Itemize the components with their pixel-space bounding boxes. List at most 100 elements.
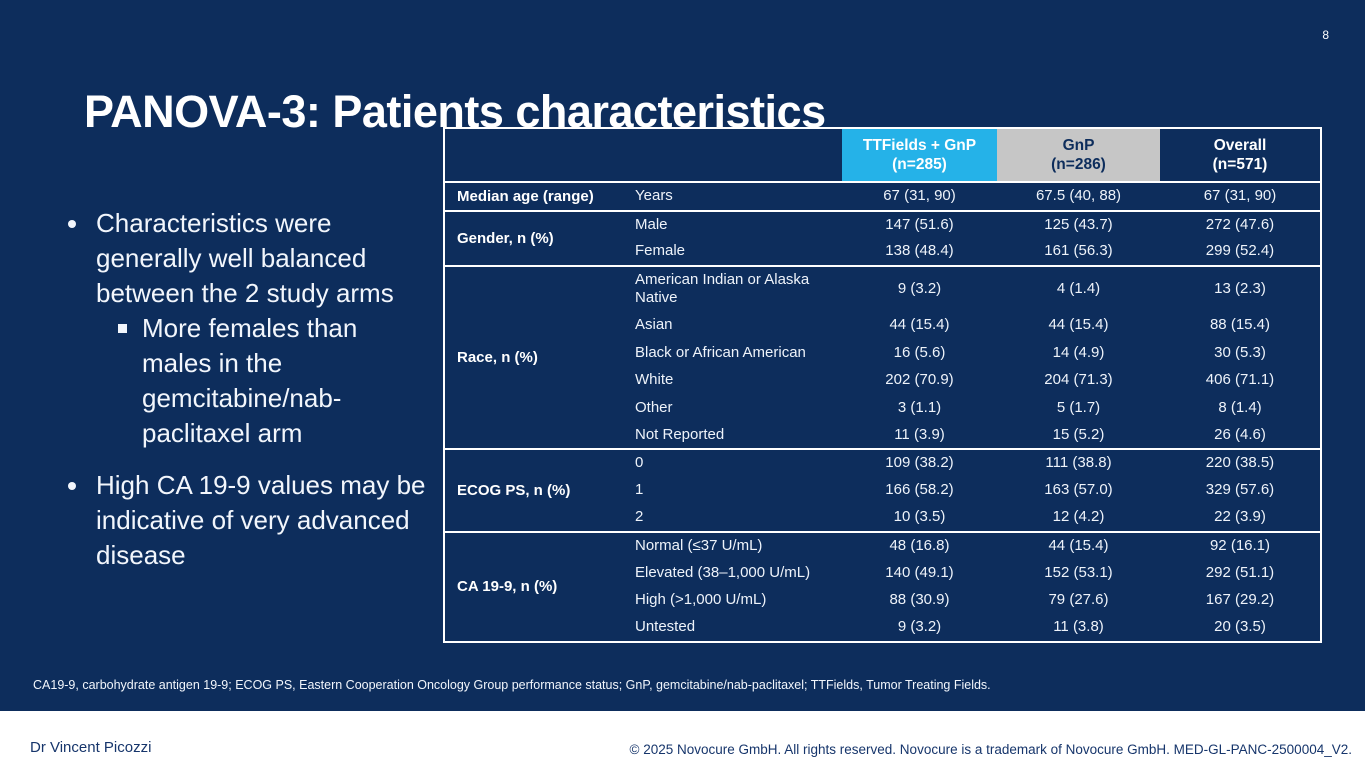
bullet-item: High CA 19-9 values may be indicative of…: [62, 468, 434, 573]
table-row: Median age (range) Years 67 (31, 90) 67.5 (…: [444, 182, 1321, 211]
cell-value: 26 (4.6): [1214, 425, 1266, 443]
row-sublabel: Asian: [635, 316, 673, 333]
cell-value: 3 (1.1): [897, 398, 942, 416]
cell-value: 11 (3.9): [894, 425, 945, 443]
header-blank-cell: [444, 128, 842, 183]
column-subtitle: (n=285): [892, 156, 947, 173]
cell-value: 12 (4.2): [1052, 508, 1105, 525]
row-group-label: CA 19-9, n (%): [444, 530, 627, 642]
presenter-name: Dr Vincent Picozzi: [30, 739, 152, 756]
cell-value: 44 (15.4): [889, 316, 950, 333]
bullet-sub-item: More females than males in the gemcitabi…: [118, 311, 434, 451]
table-row: High (>1,000 U/mL) 88 (30.9) 79 (27.6) 167 …: [444, 587, 1321, 615]
cell-value: 88 (15.4): [1209, 316, 1271, 333]
bullet-text: Characteristics were generally well bala…: [96, 208, 394, 308]
table-row: Black or African American 16 (5.6) 14 (4.9…: [444, 339, 1321, 367]
cell-value: 79 (27.6): [1048, 591, 1109, 608]
bullet-list: Characteristics were generally well bala…: [62, 206, 434, 573]
column-title: TTFields + GnP: [862, 137, 977, 154]
table-row: Other 3 (1.1) 5 (1.7) 8 (1.4): [444, 394, 1321, 422]
row-group-label: Race, n (%): [444, 264, 627, 449]
table-row: Elevated (38–1,000 U/mL) 140 (49.1) 152 (5…: [444, 559, 1321, 587]
cell-value: 14 (4.9): [1052, 343, 1105, 361]
row-sublabel: Elevated (38–1,000 U/mL): [635, 563, 811, 581]
cell-value: 20 (3.5): [1214, 618, 1266, 635]
header-overall: Overall (n=571): [1160, 128, 1321, 183]
cell-value: 272 (47.6): [1160, 209, 1321, 238]
row-group-label: Median age (range): [457, 187, 594, 205]
cell-value: 8 (1.4): [1218, 398, 1262, 416]
bullet-text: More females than males in the gemcitabi…: [142, 313, 358, 448]
row-sublabel: Years: [635, 187, 673, 204]
header-gnp: GnP (n=286): [997, 128, 1160, 183]
row-sublabel: Not Reported: [635, 425, 725, 443]
cell-value: 109 (38.2): [842, 448, 997, 477]
row-group-label: Gender, n (%): [444, 209, 627, 266]
cell-value: 92 (16.1): [1160, 530, 1321, 559]
page-number: 8: [1322, 28, 1329, 42]
cell-value: 329 (57.6): [1205, 481, 1275, 498]
table-row: ECOG PS, n (%) 0 109 (38.2) 111 (38.8) 220 (…: [444, 448, 1321, 532]
row-sublabel: Untested: [635, 618, 696, 635]
cell-value: 292 (51.1): [1205, 563, 1275, 581]
column-subtitle: (n=286): [1051, 156, 1106, 173]
cell-value: 140 (49.1): [885, 563, 954, 581]
table-row: 1 166 (58.2) 163 (57.0) 329 (57.6): [444, 477, 1321, 505]
table-row: Gender, n (%) Male 147 (51.6) 125 (43.7) 272…: [444, 209, 1321, 266]
bullet-text: High CA 19-9 values may be indicative of…: [96, 470, 426, 570]
row-sublabel: Normal (≤37 U/mL): [627, 530, 842, 559]
cell-value: 220 (38.5): [1160, 448, 1321, 477]
cell-value: 22 (3.9): [1214, 508, 1266, 525]
row-sublabel: American Indian or Alaska Native: [627, 264, 842, 312]
bullet-square-icon: [118, 324, 127, 333]
table-row: White 202 (70.9) 204 (71.3) 406 (71.1): [444, 367, 1321, 395]
cell-value: 44 (15.4): [1048, 316, 1109, 333]
row-sublabel: Black or African American: [635, 343, 806, 361]
cell-value: 30 (5.3): [1214, 343, 1266, 361]
cell-value: 13 (2.3): [1160, 264, 1321, 312]
row-group-label: ECOG PS, n (%): [444, 448, 627, 532]
row-sublabel: White: [635, 371, 674, 388]
footnote: CA19-9, carbohydrate antigen 19-9; ECOG …: [33, 678, 991, 692]
table-header-row: TTFields + GnP (n=285) GnP (n=286) Overa…: [444, 128, 1321, 183]
cell-value: 202 (70.9): [885, 371, 954, 388]
cell-value: 67.5 (40, 88): [1035, 187, 1122, 204]
cell-value: 16 (5.6): [893, 343, 946, 361]
cell-value: 163 (57.0): [1044, 481, 1113, 498]
header-ttfields-gnp: TTFields + GnP (n=285): [842, 128, 997, 183]
footer-strip: Dr Vincent Picozzi © 2025 Novocure GmbH.…: [0, 711, 1365, 768]
copyright-text: © 2025 Novocure GmbH. All rights reserve…: [629, 742, 1353, 757]
table-row: Not Reported 11 (3.9) 15 (5.2) 26 (4.6): [444, 422, 1321, 450]
table-row: Asian 44 (15.4) 44 (15.4) 88 (15.4): [444, 312, 1321, 340]
column-subtitle: (n=571): [1212, 156, 1268, 173]
cell-value: 67 (31, 90): [883, 187, 956, 204]
cell-value: 111 (38.8): [997, 448, 1160, 477]
table-body: Median age (range) Years 67 (31, 90) 67.5 (…: [444, 182, 1321, 642]
row-sublabel: 2: [635, 508, 644, 525]
table-row: CA 19-9, n (%) Normal (≤37 U/mL) 48 (16.8)…: [444, 530, 1321, 642]
cell-value: 67 (31, 90): [1203, 187, 1277, 204]
cell-value: 5 (1.7): [1056, 398, 1101, 416]
bullet-item: Characteristics were generally well bala…: [62, 206, 434, 311]
cell-value: 161 (56.3): [1044, 242, 1113, 259]
table-row: Race, n (%) American Indian or Alaska Nat…: [444, 264, 1321, 449]
row-sublabel: Male: [627, 209, 842, 238]
row-sublabel: 0: [627, 448, 842, 477]
cell-value: 9 (3.2): [842, 264, 997, 312]
bullet-dot-icon: [68, 220, 76, 228]
column-title: Overall: [1213, 137, 1267, 154]
cell-value: 15 (5.2): [1052, 425, 1105, 443]
cell-value: 10 (3.5): [893, 508, 946, 525]
cell-value: 48 (16.8): [842, 530, 997, 559]
cell-value: 299 (52.4): [1205, 242, 1275, 259]
cell-value: 4 (1.4): [997, 264, 1160, 312]
cell-value: 406 (71.1): [1205, 371, 1275, 388]
cell-value: 167 (29.2): [1205, 591, 1275, 608]
patients-characteristics-table: TTFields + GnP (n=285) GnP (n=286) Overa…: [443, 127, 1322, 643]
cell-value: 11 (3.8): [1053, 618, 1104, 635]
row-sublabel: Other: [635, 398, 673, 416]
table-row: Untested 9 (3.2) 11 (3.8) 20 (3.5): [444, 614, 1321, 642]
cell-value: 204 (71.3): [1044, 371, 1113, 388]
bullet-dot-icon: [68, 482, 76, 490]
